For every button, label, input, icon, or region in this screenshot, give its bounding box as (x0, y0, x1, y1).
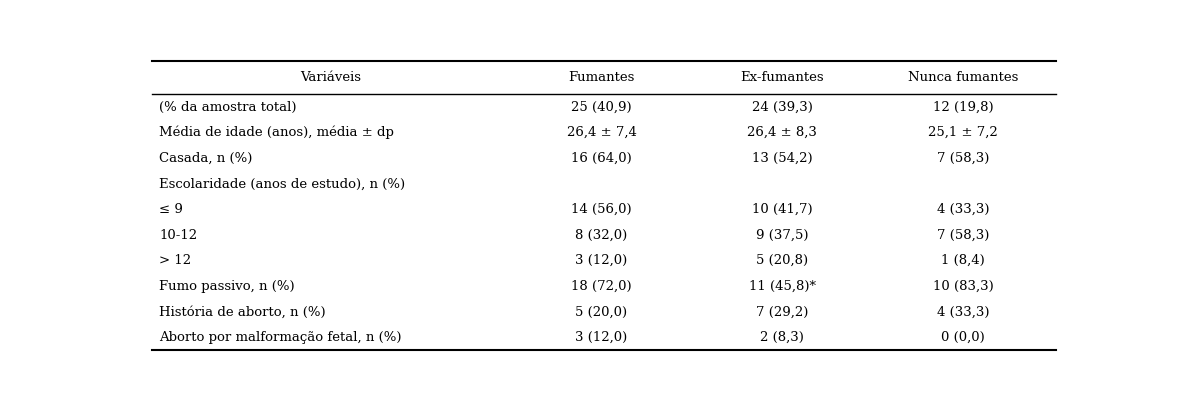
Text: Casada, n (%): Casada, n (%) (159, 152, 252, 165)
Text: História de aborto, n (%): História de aborto, n (%) (159, 305, 326, 318)
Text: 10-12: 10-12 (159, 229, 197, 242)
Text: 25 (40,9): 25 (40,9) (571, 101, 631, 114)
Text: 3 (12,0): 3 (12,0) (575, 254, 628, 267)
Text: 7 (58,3): 7 (58,3) (937, 229, 990, 242)
Text: 0 (0,0): 0 (0,0) (941, 331, 985, 344)
Text: 7 (58,3): 7 (58,3) (937, 152, 990, 165)
Text: 11 (45,8)*: 11 (45,8)* (749, 280, 815, 293)
Text: 10 (41,7): 10 (41,7) (752, 203, 813, 216)
Text: 25,1 ± 7,2: 25,1 ± 7,2 (928, 126, 998, 139)
Text: 2 (8,3): 2 (8,3) (760, 331, 805, 344)
Text: Variáveis: Variáveis (300, 71, 360, 84)
Text: 5 (20,0): 5 (20,0) (575, 305, 628, 318)
Text: 14 (56,0): 14 (56,0) (571, 203, 631, 216)
Text: Fumantes: Fumantes (568, 71, 635, 84)
Text: 16 (64,0): 16 (64,0) (571, 152, 631, 165)
Text: (% da amostra total): (% da amostra total) (159, 101, 297, 114)
Text: Aborto por malformação fetal, n (%): Aborto por malformação fetal, n (%) (159, 331, 402, 344)
Text: 5 (20,8): 5 (20,8) (756, 254, 808, 267)
Text: 1 (8,4): 1 (8,4) (941, 254, 985, 267)
Text: 12 (19,8): 12 (19,8) (933, 101, 993, 114)
Text: 24 (39,3): 24 (39,3) (752, 101, 813, 114)
Text: > 12: > 12 (159, 254, 191, 267)
Text: Escolaridade (anos de estudo), n (%): Escolaridade (anos de estudo), n (%) (159, 177, 405, 190)
Text: 3 (12,0): 3 (12,0) (575, 331, 628, 344)
Text: 26,4 ± 7,4: 26,4 ± 7,4 (567, 126, 636, 139)
Text: 8 (32,0): 8 (32,0) (575, 229, 628, 242)
Text: 26,4 ± 8,3: 26,4 ± 8,3 (747, 126, 818, 139)
Text: 9 (37,5): 9 (37,5) (756, 229, 808, 242)
Text: ≤ 9: ≤ 9 (159, 203, 183, 216)
Text: Ex-fumantes: Ex-fumantes (741, 71, 825, 84)
Text: Nunca fumantes: Nunca fumantes (908, 71, 1018, 84)
Text: 10 (83,3): 10 (83,3) (933, 280, 993, 293)
Text: 4 (33,3): 4 (33,3) (937, 203, 990, 216)
Text: 7 (29,2): 7 (29,2) (756, 305, 808, 318)
Text: 18 (72,0): 18 (72,0) (571, 280, 631, 293)
Text: 4 (33,3): 4 (33,3) (937, 305, 990, 318)
Text: 13 (54,2): 13 (54,2) (752, 152, 813, 165)
Text: Média de idade (anos), média ± dp: Média de idade (anos), média ± dp (159, 126, 393, 139)
Text: Fumo passivo, n (%): Fumo passivo, n (%) (159, 280, 294, 293)
